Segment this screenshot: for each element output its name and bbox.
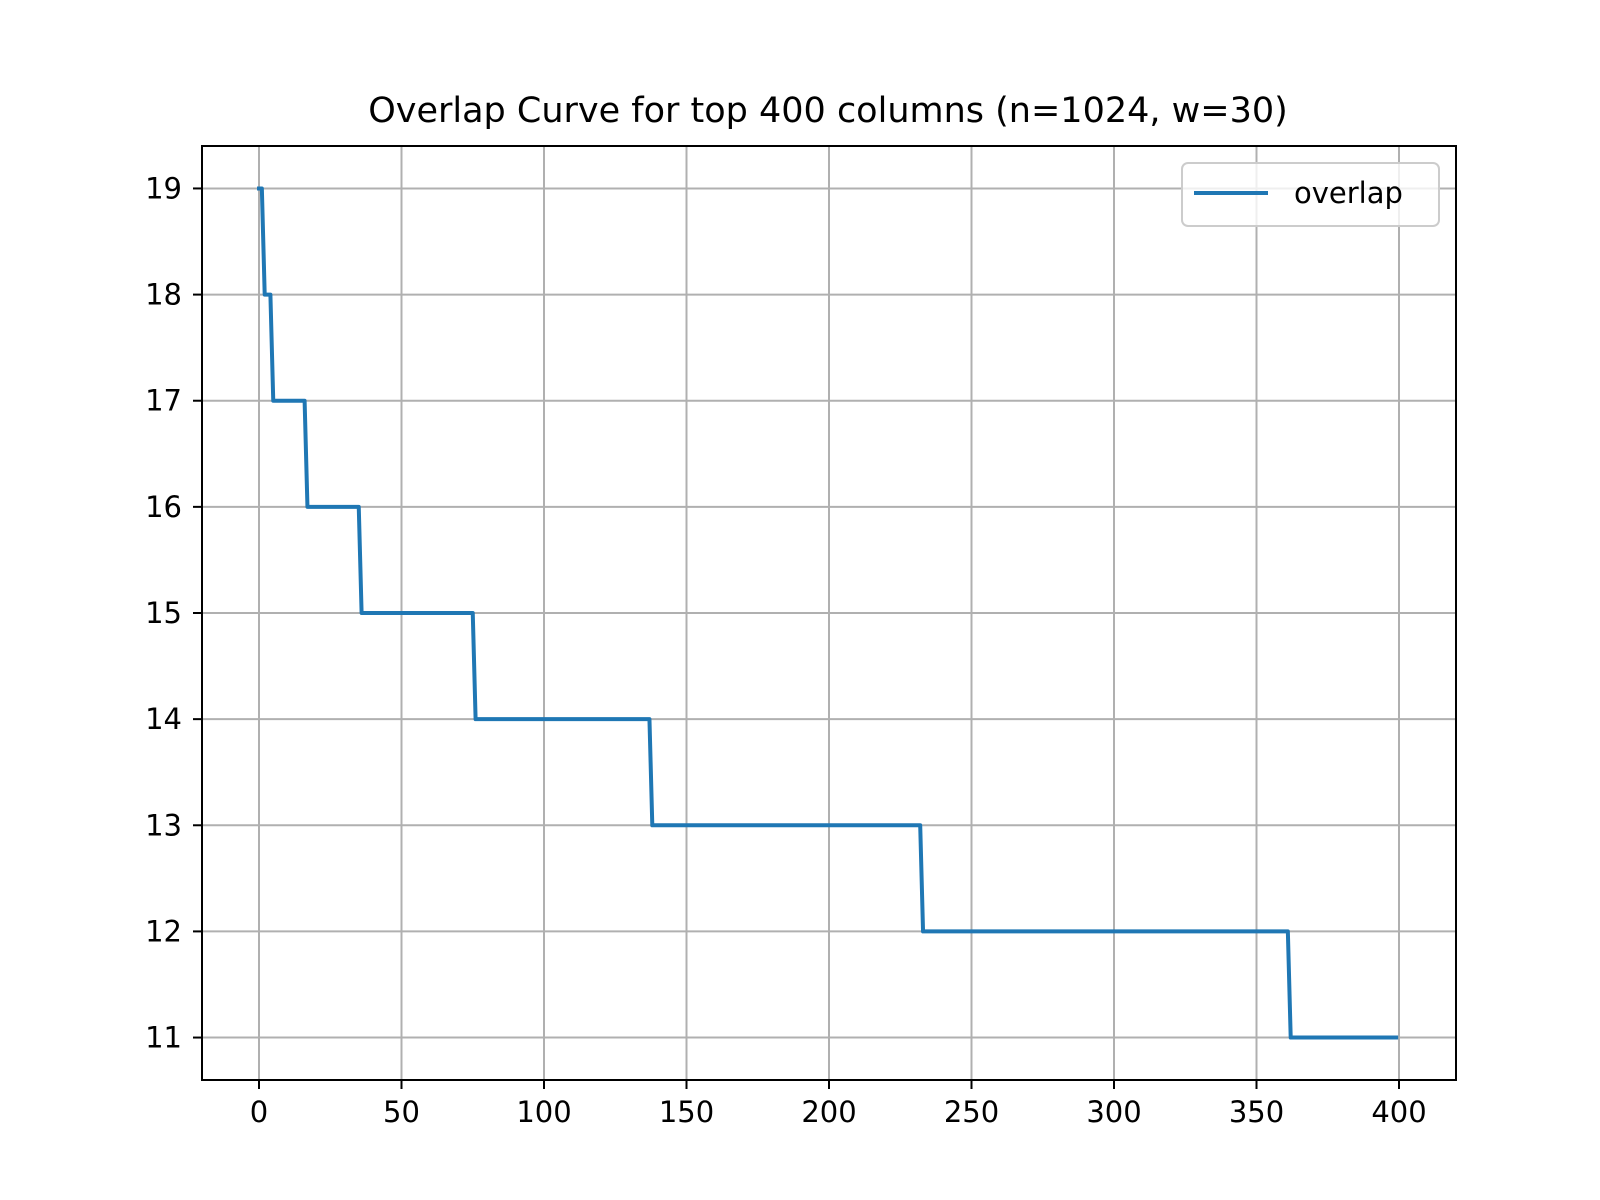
x-tick-label: 0 — [250, 1095, 268, 1129]
x-tick-label: 150 — [659, 1095, 714, 1129]
x-tick-label: 350 — [1229, 1095, 1284, 1129]
axis-ticks: 0 50 100 150 200 250 300 350 400 11 12 13 14 15 16 17 18… — [145, 171, 1427, 1129]
x-tick-label: 50 — [383, 1095, 420, 1129]
legend-label-overlap: overlap — [1294, 176, 1403, 210]
y-tick-label: 18 — [145, 278, 182, 312]
series-layer — [257, 186, 1399, 1040]
y-tick-label: 13 — [145, 808, 182, 842]
x-tick-label: 400 — [1371, 1095, 1426, 1129]
x-tick-label: 250 — [944, 1095, 999, 1129]
x-tick-label: 200 — [801, 1095, 856, 1129]
legend-box — [1181, 162, 1440, 227]
x-tick-label: 100 — [516, 1095, 571, 1129]
x-tick-label: 300 — [1086, 1095, 1141, 1129]
y-tick-label: 14 — [145, 702, 182, 736]
y-tick-label: 19 — [145, 171, 182, 205]
y-tick-label: 11 — [145, 1021, 182, 1055]
series-line-overlap — [257, 186, 1399, 1040]
legend: overlap — [1181, 162, 1440, 227]
y-tick-label: 12 — [145, 914, 182, 948]
y-tick-label: 16 — [145, 490, 182, 524]
chart-title: Overlap Curve for top 400 columns (n=102… — [368, 91, 1288, 131]
y-tick-label: 17 — [145, 384, 182, 418]
y-tick-label: 15 — [145, 596, 182, 630]
